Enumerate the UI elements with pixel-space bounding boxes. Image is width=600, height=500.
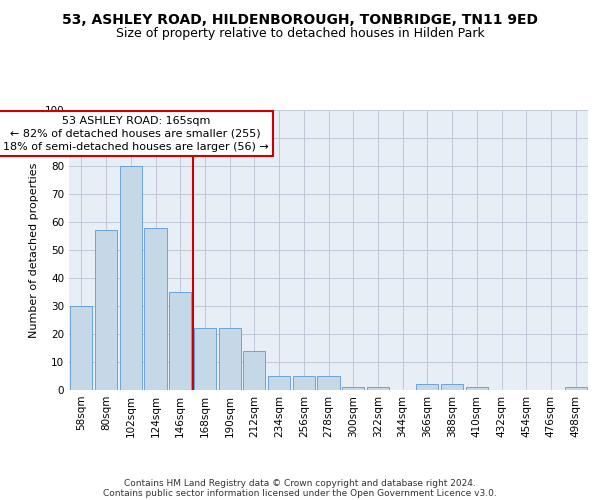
Bar — [466, 387, 488, 390]
Bar — [565, 387, 587, 390]
Bar — [342, 387, 364, 390]
Bar — [317, 376, 340, 390]
Bar — [441, 384, 463, 390]
Bar — [70, 306, 92, 390]
Bar — [169, 292, 191, 390]
Text: 53 ASHLEY ROAD: 165sqm
← 82% of detached houses are smaller (255)
18% of semi-de: 53 ASHLEY ROAD: 165sqm ← 82% of detached… — [3, 116, 269, 152]
Y-axis label: Number of detached properties: Number of detached properties — [29, 162, 39, 338]
Bar — [145, 228, 167, 390]
Bar — [293, 376, 315, 390]
Bar — [119, 166, 142, 390]
Bar — [194, 328, 216, 390]
Bar — [218, 328, 241, 390]
Bar — [268, 376, 290, 390]
Bar — [243, 351, 265, 390]
Text: Size of property relative to detached houses in Hilden Park: Size of property relative to detached ho… — [116, 28, 484, 40]
Bar — [95, 230, 117, 390]
Bar — [367, 387, 389, 390]
Text: 53, ASHLEY ROAD, HILDENBOROUGH, TONBRIDGE, TN11 9ED: 53, ASHLEY ROAD, HILDENBOROUGH, TONBRIDG… — [62, 12, 538, 26]
Text: Contains HM Land Registry data © Crown copyright and database right 2024.: Contains HM Land Registry data © Crown c… — [124, 478, 476, 488]
Text: Contains public sector information licensed under the Open Government Licence v3: Contains public sector information licen… — [103, 488, 497, 498]
Bar — [416, 384, 439, 390]
